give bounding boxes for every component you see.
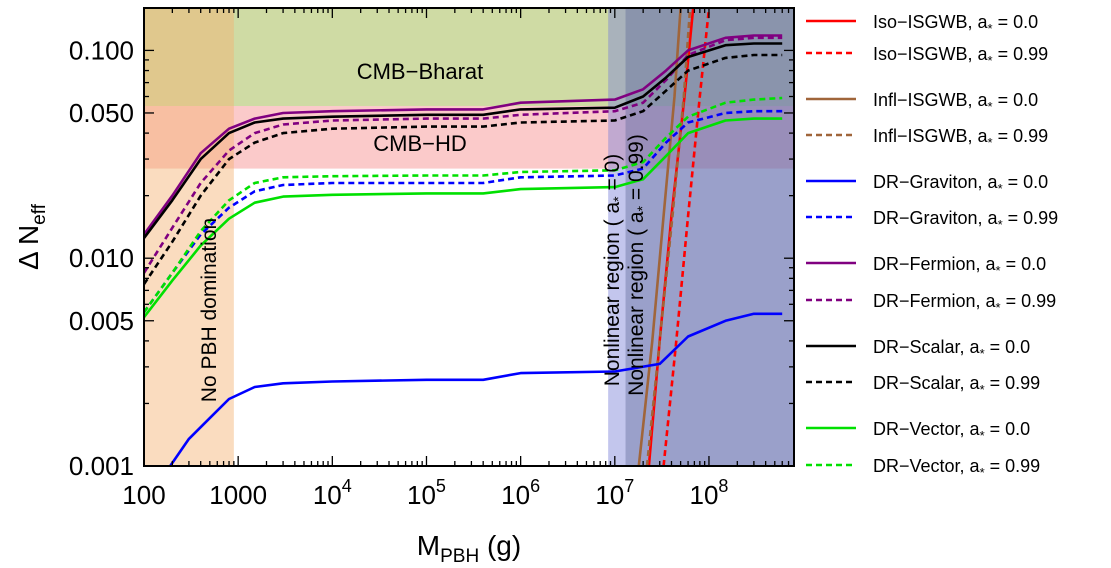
legend-label: DR−Fermion, a* = 0.99: [873, 291, 1056, 315]
y-tick-label: 0.001: [69, 451, 134, 481]
legend-label: DR−Vector, a* = 0.0: [873, 419, 1030, 443]
band-label-no-pbh: No PBH domination: [198, 218, 221, 402]
series-line-8: [144, 36, 783, 274]
series-line-9: [144, 42, 783, 239]
series-line-11: [144, 117, 783, 318]
y-tick-label: 0.100: [69, 35, 134, 65]
legend-label: Infl−ISGWB, a* = 0.99: [873, 126, 1048, 150]
y-axis-label: Δ Neff: [13, 203, 50, 270]
x-axis-label: MPBH (g): [417, 530, 521, 563]
band-no-pbh-domination: [144, 8, 234, 466]
band-label-nonlinear-0: Nonlinear region ( a* = 0): [601, 154, 626, 387]
band-nonlinear-region-a-0-99: [625, 8, 794, 466]
series-line-7: [144, 34, 783, 236]
x-tick-label: 107: [595, 476, 634, 510]
legend-label: Infl−ISGWB, a* = 0.0: [873, 90, 1038, 114]
legend-label: DR−Scalar, a* = 0.99: [873, 373, 1040, 397]
band-label-cmb-hd: CMB−HD: [373, 131, 467, 156]
legend-label: DR−Vector, a* = 0.99: [873, 456, 1040, 480]
legend-label: Iso−ISGWB, a* = 0.99: [873, 44, 1048, 68]
series-layer: [144, 8, 783, 466]
y-tick-label: 0.005: [69, 306, 134, 336]
band-label-cmb-bharat: CMB−Bharat: [357, 59, 484, 84]
legend-label: Iso−ISGWB, a* = 0.0: [873, 12, 1038, 36]
x-tick-label: 106: [501, 476, 540, 510]
series-line-6: [144, 109, 783, 313]
legend-label: DR−Graviton, a* = 0.0: [873, 172, 1048, 196]
x-tick-label: 104: [313, 476, 352, 510]
band-label-layer: CMB−Bharat CMB−HD No PBH domination Nonl…: [198, 59, 650, 402]
x-tick-labels: 100 1000 104 105 106 107 108: [122, 476, 728, 510]
plot-frame: [143, 7, 795, 467]
legend: Iso−ISGWB, a* = 0.0 Iso−ISGWB, a* = 0.99 I…: [806, 12, 1058, 480]
y-tick-label: 0.010: [69, 243, 134, 273]
x-tick-label: 100: [122, 480, 165, 510]
series-line-12: [144, 96, 783, 313]
y-tick-labels: 0.001 0.005 0.010 0.050 0.100: [69, 35, 134, 481]
series-line-10: [144, 53, 783, 285]
x-tick-label: 108: [689, 476, 728, 510]
band-label-nonlinear-99: Nonlinear region ( a* = 0.99): [625, 134, 650, 396]
series-line-5: [169, 312, 783, 466]
x-tick-label: 105: [407, 476, 446, 510]
x-tick-label: 1000: [209, 480, 267, 510]
series-line-4: [645, 8, 692, 466]
legend-label: DR−Graviton, a* = 0.99: [873, 208, 1058, 232]
legend-label: DR−Scalar, a* = 0.0: [873, 337, 1030, 361]
y-tick-label: 0.050: [69, 98, 134, 128]
series-line-2: [662, 8, 711, 466]
legend-label: DR−Fermion, a* = 0.0: [873, 254, 1046, 278]
